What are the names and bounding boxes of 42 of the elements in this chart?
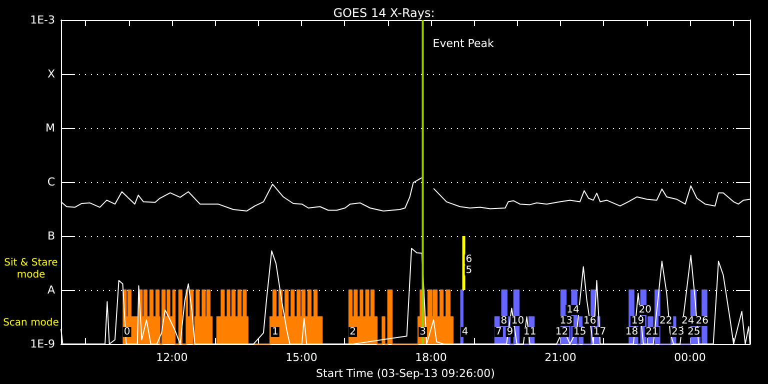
chart-title: GOES 14 X-Rays: [333, 6, 435, 20]
annotation: 24 [681, 316, 694, 326]
text: Scan mode [3, 318, 59, 328]
x-tick-label: 00:00 [674, 351, 706, 364]
annotation: 13 [560, 316, 572, 326]
ref-line-label: Event Peak [432, 37, 495, 50]
annotation: 20 [638, 304, 652, 316]
x-tick-label: 18:00 [415, 351, 447, 364]
x-tick-label: 12:00 [156, 351, 188, 364]
annotation: 3 [420, 326, 426, 338]
x-tick-label: 21:00 [544, 351, 576, 364]
annotation: 26 [696, 316, 708, 326]
annotation: 18 [625, 326, 638, 338]
annotation: 25 [688, 326, 700, 338]
annotation: 19 [631, 316, 644, 326]
y-tick-label: M [46, 122, 55, 134]
annotation: 8 [500, 316, 508, 326]
annotation: 10 [511, 316, 524, 326]
annotation: 17 [593, 326, 606, 338]
annotation: 22 [659, 316, 672, 326]
y-tick-label: A [47, 284, 56, 296]
x-axis-title: Start Time (03-Sep-13 09:26:00) [316, 366, 495, 380]
annotation: 1 [272, 326, 278, 338]
y-tick-label: X [47, 68, 56, 80]
annotation: 23 [672, 326, 684, 338]
annotation: 0 [124, 326, 130, 338]
annotation: 14 [566, 304, 580, 316]
text: Sit & Stare mode [4, 258, 58, 280]
annotation: 21 [646, 326, 658, 338]
x-tick-label: 15:00 [286, 351, 318, 364]
annotation: 5 [466, 264, 472, 276]
annotation: 4 [462, 326, 468, 338]
annotation: 9 [506, 326, 514, 338]
y-tick-label: 1E-3 [30, 14, 55, 26]
y-tick-label: B [47, 230, 55, 242]
annotation: 11 [523, 326, 536, 338]
y-tick-label: C [47, 176, 56, 188]
annotation: 7 [496, 326, 502, 338]
annotation: 2 [350, 326, 356, 338]
y-tick-label: 1E-9 [30, 338, 55, 350]
annotation: 6 [466, 254, 472, 265]
annotation: 16 [583, 316, 596, 326]
